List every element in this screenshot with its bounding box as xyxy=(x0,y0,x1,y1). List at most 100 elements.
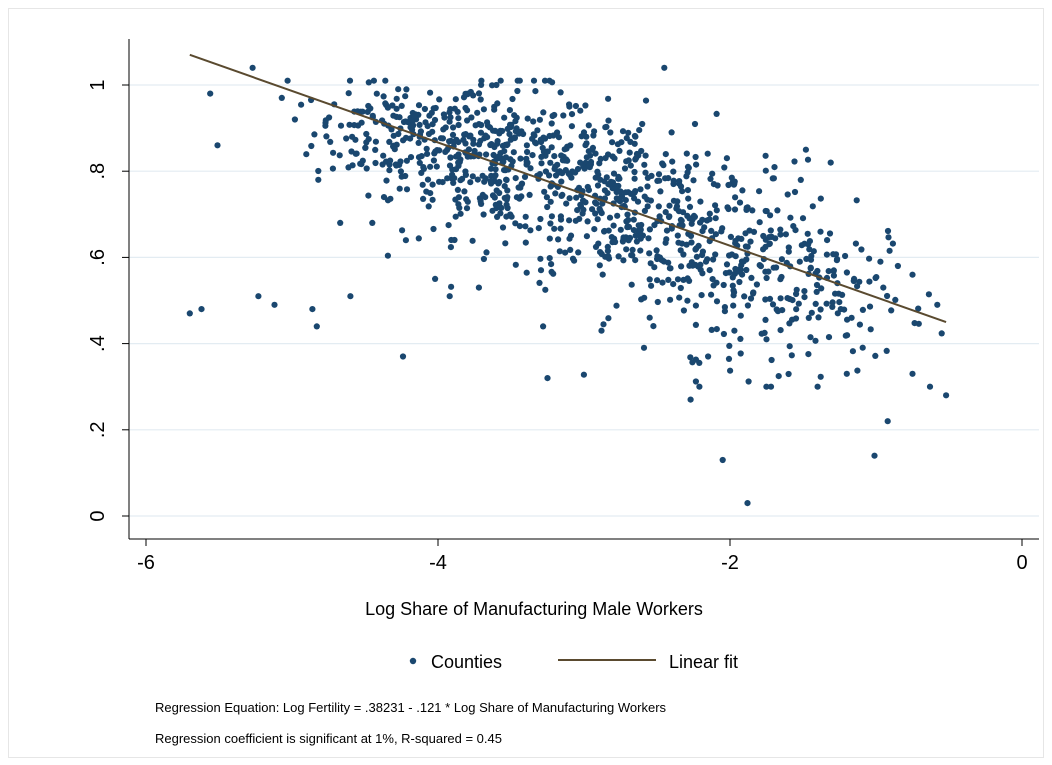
county-point xyxy=(395,86,402,93)
county-point xyxy=(823,300,830,307)
county-point xyxy=(630,216,637,223)
county-point xyxy=(546,255,553,262)
county-point xyxy=(727,233,735,240)
county-point xyxy=(654,298,661,306)
county-point xyxy=(722,270,730,277)
county-point xyxy=(778,256,786,263)
county-point xyxy=(644,183,651,190)
county-point xyxy=(771,164,778,171)
county-point xyxy=(527,165,534,172)
y-tick-label: .8 xyxy=(87,163,109,180)
county-point xyxy=(631,168,638,176)
county-point xyxy=(487,165,495,172)
county-point xyxy=(773,306,780,313)
county-point xyxy=(943,392,950,399)
county-point xyxy=(427,163,434,170)
county-point xyxy=(337,122,345,129)
county-point xyxy=(763,336,770,343)
county-point xyxy=(620,234,627,241)
county-point xyxy=(632,188,639,195)
county-point xyxy=(512,261,519,268)
county-point xyxy=(777,327,784,334)
county-point xyxy=(596,262,603,269)
county-point xyxy=(925,291,933,298)
county-point xyxy=(684,275,691,282)
county-point xyxy=(467,132,474,139)
county-point xyxy=(492,172,499,179)
county-point xyxy=(464,117,471,124)
county-point xyxy=(680,251,687,258)
county-point xyxy=(909,370,916,377)
county-point xyxy=(659,279,666,286)
county-point xyxy=(380,152,387,159)
county-point xyxy=(626,234,634,241)
county-point xyxy=(513,194,520,201)
county-point xyxy=(567,142,574,149)
county-point xyxy=(866,255,873,262)
county-point xyxy=(766,295,774,302)
county-point xyxy=(407,154,415,161)
county-point xyxy=(718,228,725,235)
county-point xyxy=(455,159,462,166)
county-point xyxy=(566,101,573,108)
county-point xyxy=(756,188,763,195)
county-point xyxy=(364,108,371,115)
county-point xyxy=(656,213,663,220)
county-point xyxy=(791,158,798,165)
county-point xyxy=(572,102,580,110)
county-point xyxy=(447,154,454,161)
county-point xyxy=(725,205,732,213)
county-point xyxy=(623,246,630,253)
county-point xyxy=(777,276,784,283)
county-point xyxy=(563,200,570,207)
county-point xyxy=(589,146,596,153)
county-point xyxy=(826,230,834,237)
county-point xyxy=(595,240,602,247)
county-point xyxy=(429,128,436,135)
county-point xyxy=(627,162,634,169)
county-point xyxy=(529,152,536,159)
county-point xyxy=(323,133,330,140)
county-point xyxy=(547,198,554,205)
county-point xyxy=(683,150,690,157)
county-point xyxy=(802,146,810,153)
county-point xyxy=(789,316,796,323)
county-point xyxy=(729,282,736,289)
county-point xyxy=(496,200,503,207)
county-point xyxy=(817,195,824,202)
county-point xyxy=(693,161,700,168)
x-tick-label: 0 xyxy=(1016,552,1027,574)
county-point xyxy=(837,306,844,313)
county-point xyxy=(815,314,822,321)
county-point xyxy=(373,90,380,97)
county-point xyxy=(729,274,736,281)
county-point xyxy=(389,102,396,109)
county-point xyxy=(522,213,529,220)
county-point xyxy=(583,133,590,140)
county-point xyxy=(603,174,610,181)
county-point xyxy=(547,159,554,166)
county-point xyxy=(470,140,477,147)
county-point xyxy=(787,214,794,221)
county-point xyxy=(477,129,485,136)
county-point xyxy=(403,86,410,93)
county-point xyxy=(644,203,651,210)
county-point xyxy=(825,268,832,275)
county-point xyxy=(772,235,779,242)
county-point xyxy=(370,77,377,84)
county-point xyxy=(480,255,487,263)
county-point xyxy=(448,283,455,290)
county-point xyxy=(739,271,746,278)
county-point xyxy=(472,122,479,129)
x-tick-label: -6 xyxy=(137,552,155,574)
county-point xyxy=(653,247,660,254)
county-point xyxy=(706,210,713,217)
county-point xyxy=(509,95,516,103)
county-point xyxy=(555,134,563,141)
county-point xyxy=(812,337,819,344)
x-ticks: -6 -4 -2 0 xyxy=(137,539,1028,574)
county-point xyxy=(621,165,629,172)
county-point xyxy=(665,175,672,182)
county-point xyxy=(483,249,490,256)
scatter-chart: -6 -4 -2 0 0 .2 .4 .6 .8 1 Log Share of Manufact… xyxy=(87,39,1039,672)
